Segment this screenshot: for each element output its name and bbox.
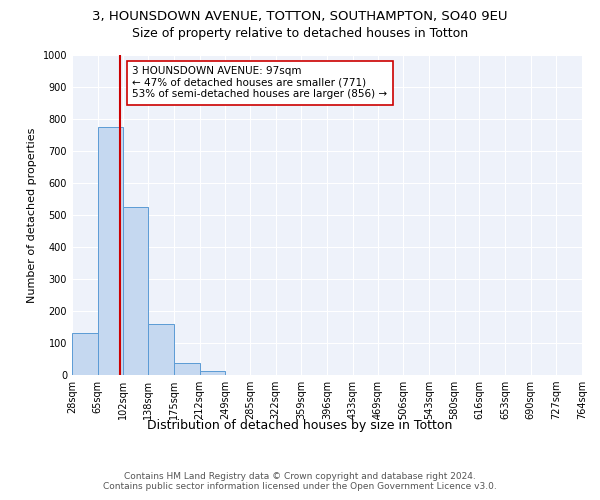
Text: Contains public sector information licensed under the Open Government Licence v3: Contains public sector information licen… bbox=[103, 482, 497, 491]
Text: Size of property relative to detached houses in Totton: Size of property relative to detached ho… bbox=[132, 28, 468, 40]
Bar bbox=[174, 363, 199, 375]
Bar bbox=[148, 324, 174, 375]
Bar bbox=[72, 334, 98, 375]
Text: Distribution of detached houses by size in Totton: Distribution of detached houses by size … bbox=[148, 420, 452, 432]
Text: 3, HOUNSDOWN AVENUE, TOTTON, SOUTHAMPTON, SO40 9EU: 3, HOUNSDOWN AVENUE, TOTTON, SOUTHAMPTON… bbox=[92, 10, 508, 23]
Y-axis label: Number of detached properties: Number of detached properties bbox=[27, 128, 37, 302]
Bar bbox=[123, 207, 148, 375]
Text: Contains HM Land Registry data © Crown copyright and database right 2024.: Contains HM Land Registry data © Crown c… bbox=[124, 472, 476, 481]
Bar bbox=[98, 127, 123, 375]
Text: 3 HOUNSDOWN AVENUE: 97sqm
← 47% of detached houses are smaller (771)
53% of semi: 3 HOUNSDOWN AVENUE: 97sqm ← 47% of detac… bbox=[132, 66, 388, 100]
Bar bbox=[199, 371, 225, 375]
